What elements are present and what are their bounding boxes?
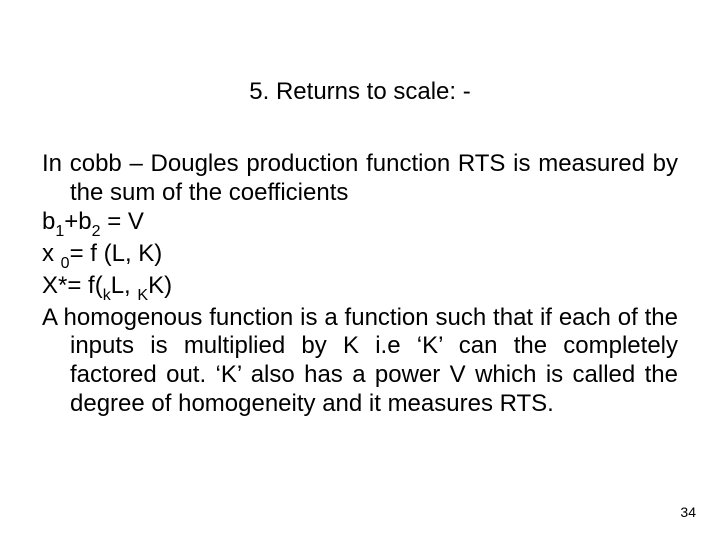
subscript: 0 [61, 255, 70, 272]
paragraph-intro: In cobb – Dougles production function RT… [42, 150, 678, 208]
slide-body: In cobb – Dougles production function RT… [42, 150, 678, 419]
equation-line-3: X*= f(kL, KK) [42, 272, 678, 304]
subscript: K [137, 287, 148, 304]
text-run: = f (L, K) [70, 240, 163, 267]
page-number: 34 [680, 504, 696, 520]
subscript: 1 [55, 223, 64, 240]
paragraph-homogenous: A homogenous function is a function such… [42, 304, 678, 419]
text-run: = V [101, 208, 144, 235]
subscript: k [103, 287, 111, 304]
slide: 5. Returns to scale: - In cobb – Dougles… [0, 0, 720, 540]
text-run: +b [64, 208, 91, 235]
text-run: x [42, 240, 61, 267]
text-run: L, [111, 272, 138, 299]
equation-line-2: x 0= f (L, K) [42, 240, 678, 272]
text-run: In cobb – Dougles production function RT… [42, 150, 538, 177]
text-run: A homogenous function is a function such… [42, 304, 559, 331]
text-run: X*= f( [42, 272, 103, 299]
equation-line-1: b1+b2 = V [42, 208, 678, 240]
text-run: homogeneity and it measures RTS. [178, 390, 554, 417]
slide-title: 5. Returns to scale: - [0, 78, 720, 106]
text-run: b [42, 208, 55, 235]
subscript: 2 [92, 223, 101, 240]
text-run: K) [148, 272, 172, 299]
